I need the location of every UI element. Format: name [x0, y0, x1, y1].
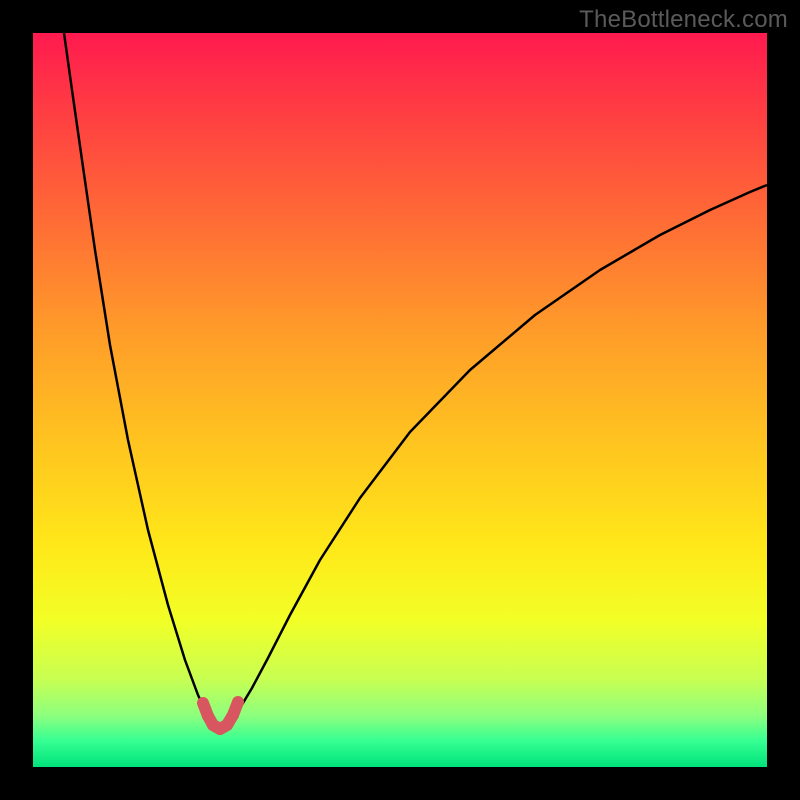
- plot-background: [33, 33, 767, 767]
- chart-frame: { "watermark": { "text": "TheBottleneck.…: [0, 0, 800, 800]
- watermark-text: TheBottleneck.com: [579, 6, 788, 34]
- bottleneck-chart: [0, 0, 800, 800]
